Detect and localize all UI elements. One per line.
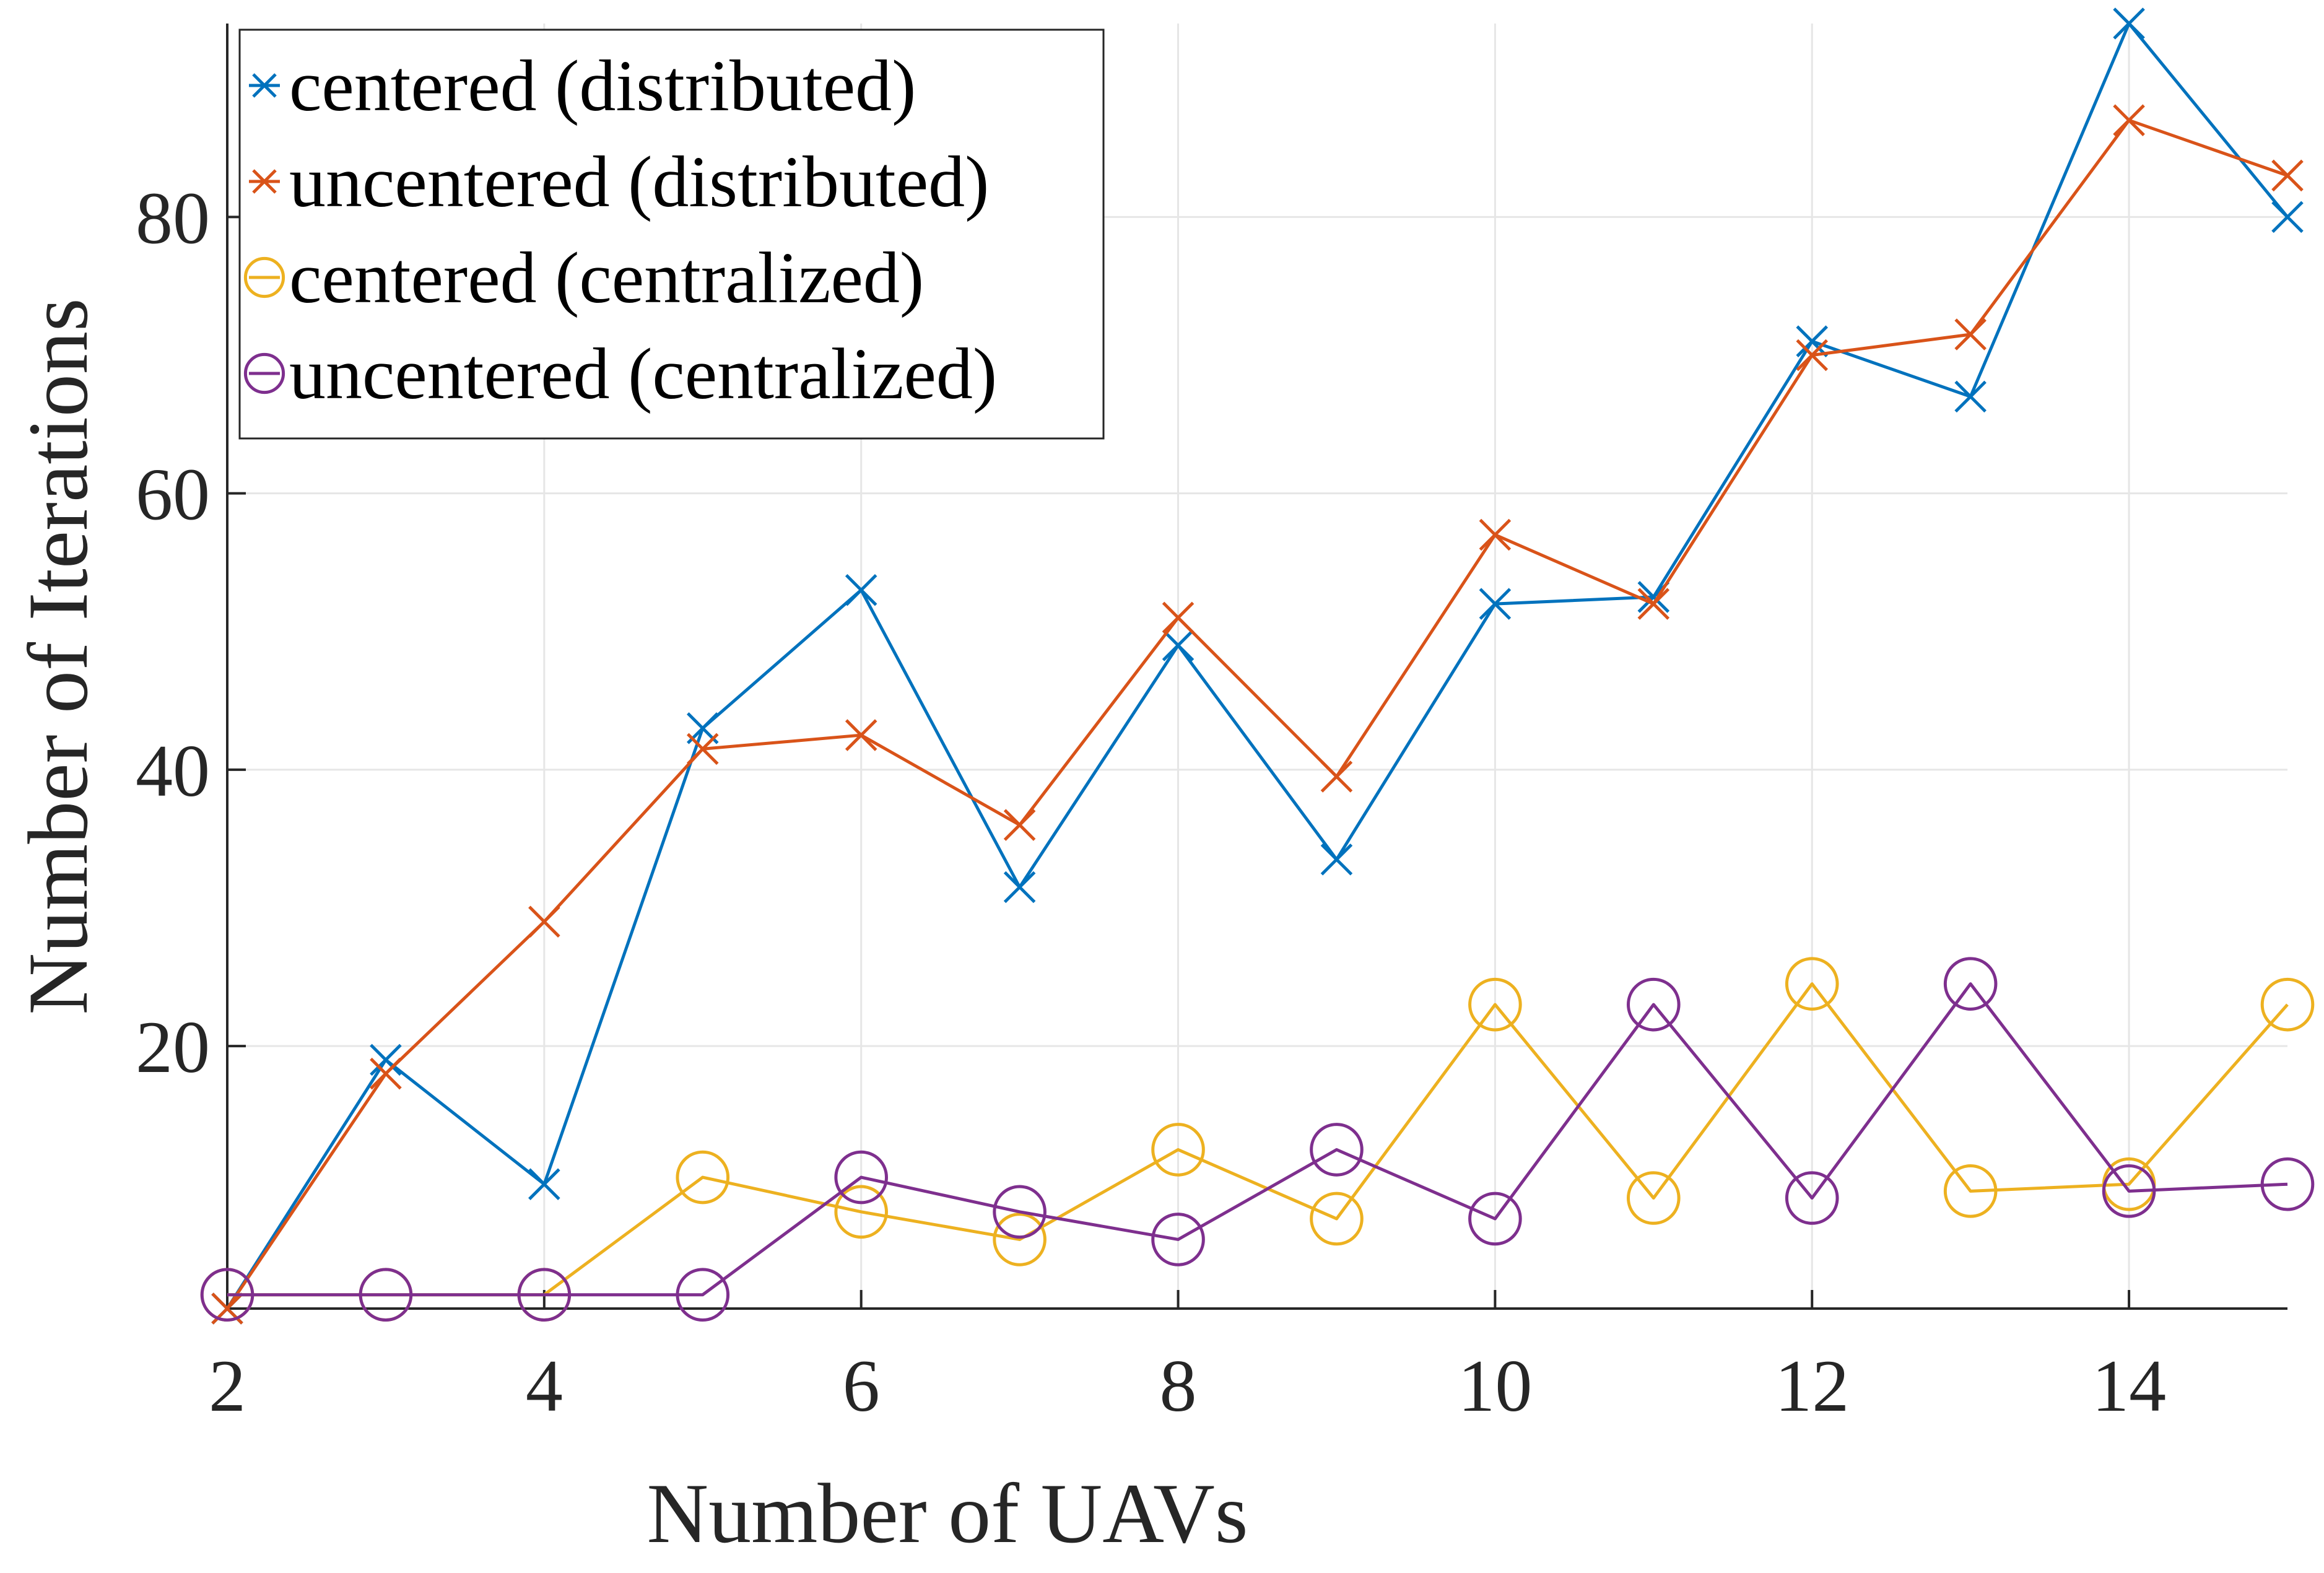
data-point-x-marker (2271, 201, 2304, 233)
data-point-x-marker (687, 733, 719, 765)
data-point-circle-marker (676, 1150, 730, 1205)
data-point-circle-marker (243, 256, 285, 298)
data-point-circle-marker (834, 1185, 888, 1239)
legend-item: centered (centralized) (243, 237, 924, 318)
data-point-circle-marker (359, 1268, 413, 1322)
legend-label: centered (distributed) (289, 45, 916, 126)
legend-item: uncentered (centralized) (243, 333, 997, 414)
data-point-circle-marker (676, 1268, 730, 1322)
data-point-circle-marker (517, 1268, 572, 1322)
data-point-x-marker (1320, 760, 1353, 793)
data-point-x-marker (1954, 318, 1987, 351)
data-point-x-marker (370, 1044, 402, 1076)
data-point-circle-marker (993, 1213, 1047, 1266)
data-point-x-marker (1479, 518, 1512, 551)
y-tick-label: 60 (136, 453, 210, 536)
axes (226, 24, 2287, 1310)
data-point-circle-marker (243, 352, 285, 394)
data-point-circle-marker (1151, 1123, 1205, 1177)
y-tick-label: 80 (136, 176, 210, 259)
series-line (227, 982, 2289, 1297)
x-axis-label: Number of UAVs (646, 1466, 1248, 1561)
x-tick-label: 8 (1160, 1344, 1197, 1427)
legend-item: uncentered (distributed) (249, 141, 989, 222)
data-point-circle-marker (993, 1185, 1047, 1239)
data-point-circle-marker (1468, 1192, 1522, 1246)
data-point-x-marker (1637, 588, 1670, 620)
data-point-x-marker (1003, 871, 1036, 904)
x-tick-label: 12 (1775, 1344, 1849, 1427)
data-point-circle-marker (1627, 977, 1681, 1032)
data-point-circle-marker (2260, 977, 2315, 1032)
data-point-x-marker (845, 719, 877, 751)
data-point-x-marker (528, 905, 560, 938)
data-point-circle-marker (834, 1150, 888, 1205)
data-point-x-marker (370, 1057, 402, 1090)
x-tick-label: 4 (526, 1344, 563, 1427)
series-uncentered-distributed (211, 104, 2304, 1325)
data-point-x-marker (1320, 843, 1353, 876)
data-point-circle-marker (2102, 1164, 2156, 1218)
data-point-circle-marker (2260, 1157, 2315, 1211)
x-tick-label: 14 (2092, 1344, 2166, 1427)
data-point-x-marker (252, 169, 277, 194)
data-point-circle-marker (1785, 957, 1839, 1011)
data-point-circle-marker (1310, 1192, 1364, 1246)
data-point-x-marker (2113, 7, 2145, 40)
tick-labels: 2 4 6 8 10 12 14 20 40 60 80 (136, 176, 2166, 1427)
data-point-x-marker (2113, 104, 2145, 136)
data-point-circle-marker (1151, 1213, 1205, 1266)
data-point-x-marker (845, 574, 877, 606)
data-point-x-marker (1162, 629, 1195, 661)
data-point-x-marker (1796, 339, 1828, 372)
data-point-circle-marker (1943, 1164, 1998, 1218)
series-line (225, 118, 2288, 1310)
data-point-circle-marker (200, 1268, 255, 1322)
legend-item: centered (distributed) (249, 45, 916, 126)
data-point-x-marker (1479, 588, 1512, 620)
y-axis-label: Number of Iterations (11, 298, 105, 1014)
series-line (225, 22, 2289, 1310)
legend-label: centered (centralized) (289, 237, 924, 318)
data-point-x-marker (252, 73, 277, 98)
data-point-circle-marker (1310, 1123, 1364, 1177)
series-uncentered-centralized (200, 957, 2315, 1322)
x-tick-label: 6 (843, 1344, 880, 1427)
data-point-circle-marker (1468, 977, 1522, 1032)
data-point-x-marker (1162, 601, 1195, 634)
legend: centered (distributed) uncentered (distri… (238, 28, 1105, 440)
legend-label: uncentered (centralized) (289, 333, 997, 414)
x-tick-label: 2 (209, 1344, 246, 1427)
data-point-x-marker (1003, 809, 1036, 841)
legend-label: uncentered (distributed) (289, 141, 989, 222)
series-centered-distributed (211, 7, 2304, 1325)
data-point-circle-marker (1785, 1171, 1839, 1225)
data-point-x-marker (528, 1168, 560, 1200)
data-point-x-marker (2271, 159, 2304, 192)
x-tick-label: 10 (1458, 1344, 1532, 1427)
y-tick-label: 40 (136, 730, 210, 812)
data-point-circle-marker (1943, 957, 1998, 1011)
legend-box (238, 28, 1105, 440)
data-point-x-marker (1954, 380, 1987, 413)
y-tick-label: 20 (136, 1006, 210, 1088)
data-point-x-marker (1796, 325, 1828, 357)
series (200, 7, 2315, 1325)
data-point-circle-marker (1627, 1171, 1681, 1225)
